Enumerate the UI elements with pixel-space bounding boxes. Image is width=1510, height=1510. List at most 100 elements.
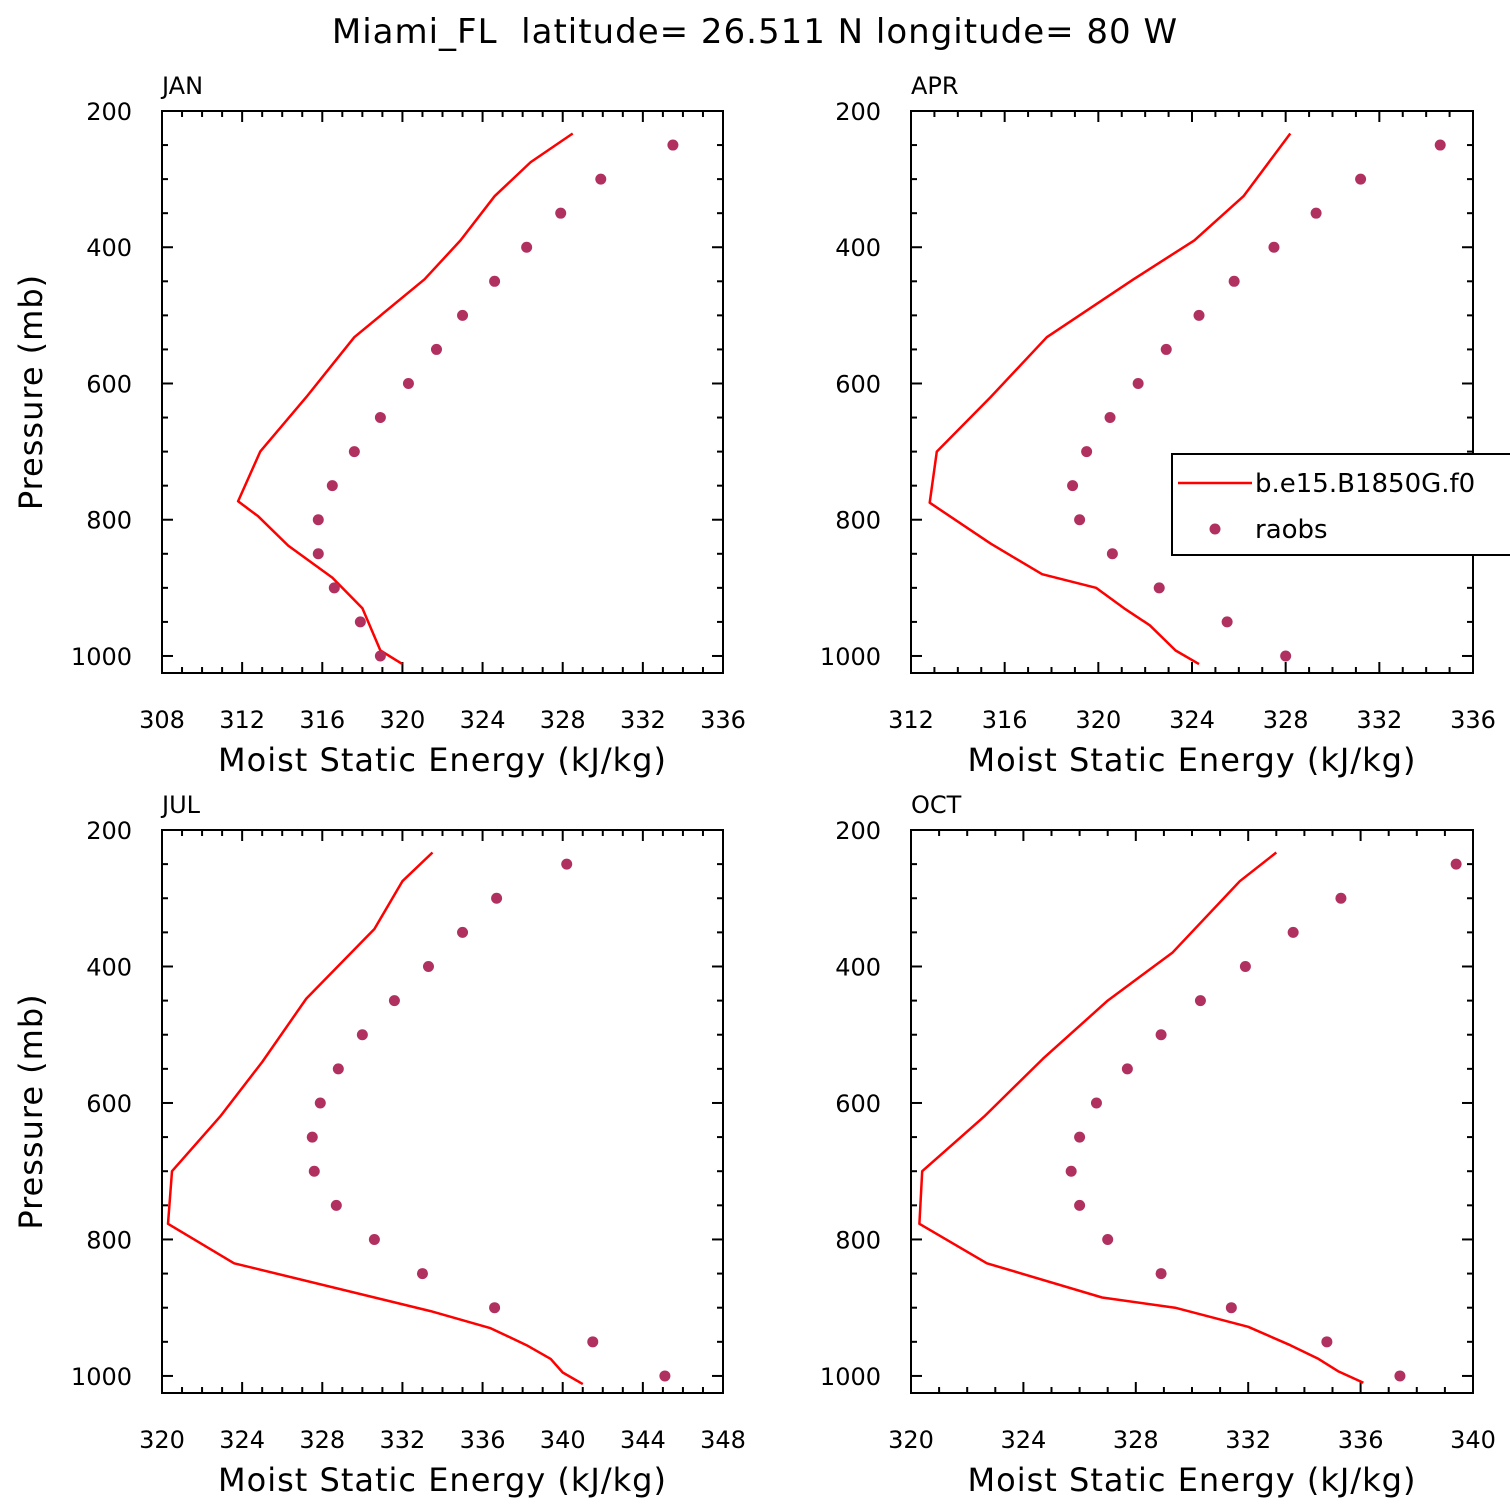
raobs-point	[1160, 343, 1172, 355]
y-tick-label: 800	[835, 1226, 881, 1254]
x-tick-label: 336	[1338, 1426, 1384, 1454]
raobs-point	[416, 1268, 428, 1280]
raobs-point	[667, 139, 679, 151]
model-series-line	[918, 851, 1364, 1384]
plot-frame	[161, 829, 724, 1394]
y-tick-label: 400	[835, 234, 881, 262]
raobs-point	[595, 173, 607, 185]
panel-month-label: OCT	[911, 791, 962, 819]
raobs-point	[1225, 1302, 1237, 1314]
raobs-point	[1067, 480, 1079, 492]
x-tick-label: 324	[219, 1426, 265, 1454]
panel-oct: 320 324 328 332 336 340 200 400 600 800 1000 OCT Moi…	[820, 791, 1496, 1499]
x-tick-label: 328	[299, 1426, 345, 1454]
raobs-point	[1193, 309, 1205, 321]
x-tick-label: 312	[888, 706, 934, 734]
panel-month-label: APR	[911, 72, 959, 100]
y-tick-label: 400	[86, 953, 132, 981]
y-tick-label: 800	[86, 507, 132, 535]
raobs-point	[1450, 858, 1462, 870]
raobs-point	[330, 1199, 342, 1211]
y-tick-label: 1000	[820, 1363, 881, 1391]
x-tick-label: 316	[299, 706, 345, 734]
raobs-point	[402, 377, 414, 389]
raobs-point	[1280, 650, 1292, 662]
y-tick-label: 600	[835, 370, 881, 398]
raobs-point	[1434, 139, 1446, 151]
legend-raobs-swatch	[1209, 523, 1221, 535]
raobs-point	[1355, 173, 1367, 185]
x-tick-label: 332	[1225, 1426, 1271, 1454]
raobs-point	[328, 582, 340, 594]
x-tick-label: 328	[1263, 706, 1309, 734]
raobs-point	[1310, 207, 1322, 219]
legend: b.e15.B1850G.f0 raobs	[1171, 453, 1510, 556]
y-tick-label: 600	[835, 1090, 881, 1118]
raobs-point	[1155, 1268, 1167, 1280]
plot-frame	[910, 829, 1474, 1394]
raobs-point	[314, 1097, 326, 1109]
y-tick-label: 200	[86, 98, 132, 126]
raobs-point	[1104, 412, 1116, 424]
raobs-point	[348, 446, 360, 458]
raobs-point	[308, 1165, 320, 1177]
raobs-point	[1074, 514, 1086, 526]
raobs-point	[555, 207, 567, 219]
raobs-point	[489, 275, 501, 287]
raobs-point	[374, 650, 386, 662]
raobs-point	[332, 1063, 344, 1075]
x-tick-label: 312	[219, 706, 265, 734]
raobs-point	[1153, 582, 1165, 594]
x-tick-label: 324	[1169, 706, 1215, 734]
raobs-point	[356, 1029, 368, 1041]
raobs-point	[1155, 1029, 1167, 1041]
raobs-point	[491, 892, 503, 904]
x-tick-label: 328	[1113, 1426, 1159, 1454]
x-tick-label: 324	[460, 706, 506, 734]
x-tick-label: 336	[1450, 706, 1496, 734]
x-tick-label: 332	[1356, 706, 1402, 734]
x-tick-label: 320	[888, 1426, 934, 1454]
raobs-point	[374, 412, 386, 424]
raobs-point	[1132, 377, 1144, 389]
x-axis-label: Moist Static Energy (kJ/kg)	[218, 741, 667, 779]
x-tick-label: 332	[620, 706, 666, 734]
raobs-point	[457, 309, 469, 321]
raobs-point	[489, 1302, 501, 1314]
model-series-line	[166, 851, 584, 1386]
raobs-point	[1287, 926, 1299, 938]
raobs-point	[312, 548, 324, 560]
raobs-point	[1065, 1165, 1077, 1177]
y-tick-label: 600	[86, 1090, 132, 1118]
raobs-point	[659, 1370, 671, 1382]
raobs-point	[1321, 1336, 1333, 1348]
raobs-point	[587, 1336, 599, 1348]
plot-frame	[161, 110, 724, 674]
x-tick-label: 320	[1075, 706, 1121, 734]
x-tick-label: 340	[540, 1426, 586, 1454]
raobs-point	[1074, 1131, 1086, 1143]
legend-box	[1171, 453, 1510, 556]
y-tick-label: 400	[835, 953, 881, 981]
raobs-point	[1106, 548, 1118, 560]
raobs-point	[1228, 275, 1240, 287]
y-tick-label: 600	[86, 370, 132, 398]
x-tick-label: 332	[380, 1426, 426, 1454]
raobs-point	[1194, 995, 1206, 1007]
y-tick-label: 200	[835, 817, 881, 845]
raobs-point	[1335, 892, 1347, 904]
legend-model-label: b.e15.B1850G.f0	[1255, 469, 1475, 499]
y-tick-label: 400	[86, 234, 132, 262]
raobs-point	[422, 960, 434, 972]
y-tick-label: 200	[86, 817, 132, 845]
raobs-point	[1268, 241, 1280, 253]
model-series-line	[928, 132, 1292, 666]
model-series-line	[236, 132, 574, 666]
raobs-point	[1394, 1370, 1406, 1382]
y-tick-label: 1000	[71, 643, 132, 671]
raobs-point	[354, 616, 366, 628]
raobs-point	[326, 480, 338, 492]
y-tick-label: 1000	[71, 1363, 132, 1391]
x-tick-label: 336	[460, 1426, 506, 1454]
